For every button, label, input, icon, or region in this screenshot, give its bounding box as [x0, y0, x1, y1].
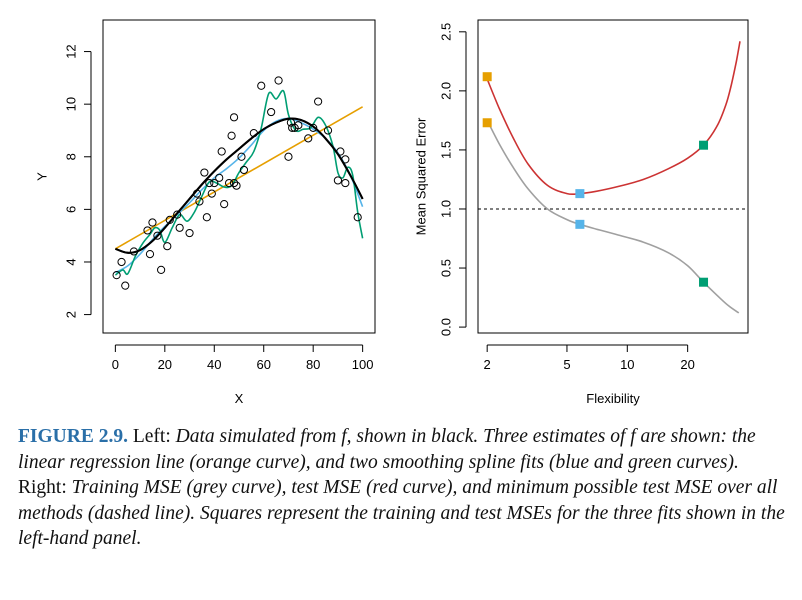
x-tick-label: 20	[680, 357, 694, 372]
data-point	[229, 113, 239, 122]
x-tick-label: 2	[484, 357, 491, 372]
series-linear	[115, 106, 363, 250]
right-panel: 2 5 10 20 0.0 0.5 1.0 1.5 2.0 2.5 Flexibility Mean …	[414, 19, 749, 406]
data-point	[220, 200, 229, 209]
data-point	[237, 152, 246, 161]
caption-right-prefix: Right:	[18, 477, 72, 498]
data-point	[207, 189, 216, 198]
x-axis-label: X	[235, 391, 244, 406]
data-point	[267, 107, 276, 117]
figure-label: FIGURE 2.9.	[18, 426, 128, 447]
plot-frame	[477, 19, 749, 334]
caption-left-text: Data simulated from f, shown in black. T…	[18, 426, 756, 473]
data-point	[117, 257, 126, 267]
caption-right-text: Training MSE (grey curve), test MSE (red…	[18, 477, 785, 549]
data-point	[353, 213, 362, 222]
data-point	[200, 168, 209, 177]
data-point	[333, 176, 343, 185]
x-tick-label: 10	[620, 357, 634, 372]
y-tick-label: 1.5	[439, 141, 454, 159]
x-tick-label: 60	[256, 357, 270, 372]
mse-square	[482, 118, 492, 128]
data-point	[121, 281, 130, 290]
series-train-mse	[486, 120, 740, 314]
data-point	[309, 123, 318, 132]
data-point	[153, 231, 162, 240]
y-axis-label: Y	[35, 172, 50, 181]
x-tick-label: 40	[207, 357, 221, 372]
data-point	[157, 265, 166, 274]
y-tick-label: 4	[64, 258, 79, 265]
x-tick-label: 100	[352, 357, 374, 372]
data-point	[143, 226, 152, 235]
data-point	[173, 210, 182, 219]
data-point	[239, 165, 249, 175]
y-tick-label: 12	[64, 44, 79, 58]
mse-square	[699, 140, 709, 150]
mse-square	[575, 219, 585, 229]
data-point	[163, 242, 172, 251]
series-test-mse	[486, 41, 741, 196]
data-point	[175, 223, 184, 232]
figure: 0 20 40 60 80 100 2 4 6 8 10 12 X Y 2 5 10 20 0.0 0.5 1.0 1.…	[35, 19, 749, 406]
data-point	[202, 213, 211, 222]
mse-square	[482, 72, 492, 82]
data-point	[294, 121, 303, 130]
y-axis-label: Mean Squared Error	[414, 117, 429, 235]
x-tick-label: 0	[112, 357, 119, 372]
x-tick-label: 80	[306, 357, 320, 372]
data-point	[314, 97, 323, 106]
data-point	[257, 81, 266, 90]
series-wiggly-spline	[114, 89, 364, 276]
data-point	[323, 126, 333, 135]
plot-frame	[102, 19, 376, 334]
x-axis-label: Flexibility	[586, 391, 640, 406]
caption-left-prefix: Left:	[127, 426, 176, 447]
data-point	[210, 178, 219, 188]
data-point	[232, 181, 241, 190]
y-tick-label: 8	[64, 153, 79, 160]
y-tick-label: 2.5	[439, 23, 454, 41]
series-smooth-spline	[115, 117, 364, 274]
data-point	[227, 131, 236, 140]
data-point	[112, 271, 121, 280]
y-tick-label: 6	[64, 206, 79, 213]
data-point	[304, 134, 313, 143]
x-tick-label: 5	[563, 357, 570, 372]
y-tick-label: 2.0	[439, 82, 454, 100]
figure-caption: FIGURE 2.9. Left: Data simulated from f,…	[18, 424, 788, 552]
y-tick-label: 0.5	[439, 259, 454, 277]
data-point	[341, 178, 350, 188]
mse-square	[699, 277, 709, 287]
data-point	[225, 178, 234, 188]
y-tick-label: 0.0	[439, 318, 454, 336]
data-point	[274, 76, 283, 85]
data-point	[148, 218, 157, 227]
data-point	[185, 228, 194, 238]
data-point	[195, 197, 204, 206]
data-point	[205, 178, 214, 188]
mse-square	[575, 189, 585, 199]
y-tick-label: 1.0	[439, 200, 454, 218]
data-point	[145, 249, 155, 259]
data-point	[284, 152, 293, 161]
left-panel: 0 20 40 60 80 100 2 4 6 8 10 12 X Y	[35, 19, 376, 406]
y-tick-label: 10	[64, 97, 79, 111]
data-point	[215, 173, 224, 182]
x-tick-label: 20	[158, 357, 172, 372]
data-point	[217, 147, 226, 156]
data-point	[229, 178, 239, 188]
y-tick-label: 2	[64, 311, 79, 318]
series-true-f-overlay	[115, 117, 364, 254]
